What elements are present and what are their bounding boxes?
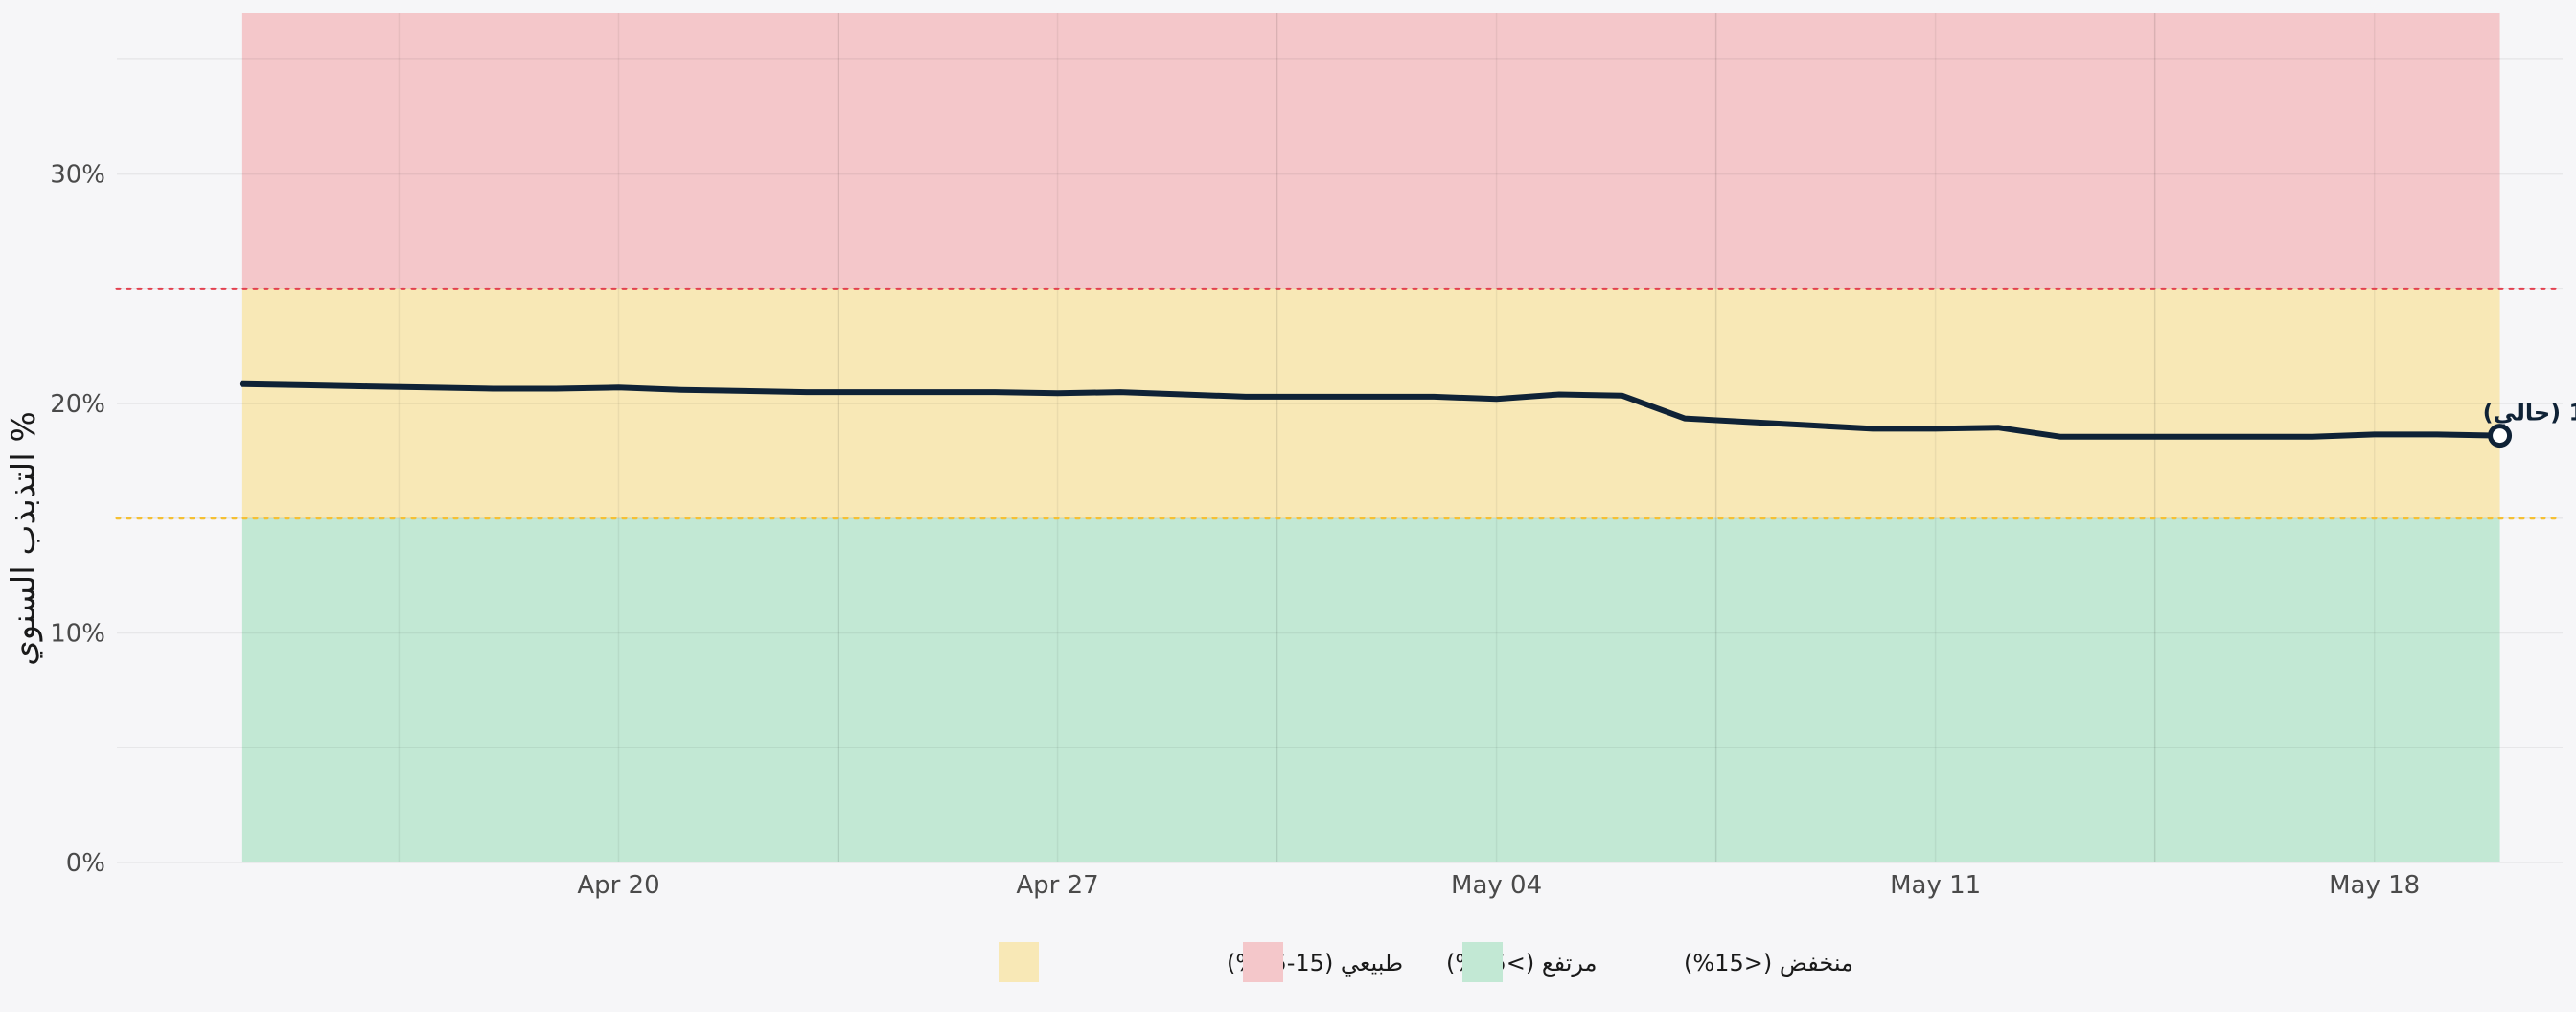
legend-swatch <box>1462 942 1503 982</box>
x-tick-label: May 11 <box>1890 871 1981 900</box>
x-tick-label: Apr 27 <box>1016 871 1098 900</box>
legend-swatch <box>999 942 1039 982</box>
x-tick-label: May 04 <box>1451 871 1542 900</box>
y-tick-label: 0% <box>66 849 105 878</box>
band-high <box>242 13 2500 289</box>
y-axis-label: التذبذب السنوي % <box>5 411 43 666</box>
legend: طبيعي (15-25%)مرتفع (>25%)منخفض (<15%) <box>999 942 1853 982</box>
series-line <box>239 380 2503 440</box>
legend-swatch <box>1243 942 1283 982</box>
current-value-annotation: 18.6٪ (حالي) <box>2483 400 2576 426</box>
legend-item: طبيعي (15-25%) <box>999 942 1403 982</box>
y-tick-label: 20% <box>50 390 105 419</box>
current-value-marker <box>2488 424 2513 448</box>
legend-label: منخفض (<15%) <box>1684 950 1853 977</box>
x-tick-label: May 18 <box>2329 871 2420 900</box>
threshold-lines <box>115 287 2564 520</box>
band-normal <box>242 288 2500 518</box>
band-low <box>242 518 2500 862</box>
x-tick-label: Apr 20 <box>577 871 659 900</box>
x-axis-ticks: Apr 20 Apr 27 May 04 May 11 May 18 <box>577 871 2420 900</box>
annotations: 18.6٪ (حالي) <box>2483 400 2576 426</box>
y-axis-ticks: 0% 10% 20% 30% <box>50 161 105 878</box>
gridlines <box>117 13 2563 863</box>
legend-item: منخفض (<15%) <box>1462 942 1853 982</box>
series-layer <box>239 380 2513 448</box>
risk-bands <box>242 13 2500 862</box>
y-tick-label: 30% <box>50 161 105 190</box>
y-tick-label: 10% <box>50 620 105 649</box>
